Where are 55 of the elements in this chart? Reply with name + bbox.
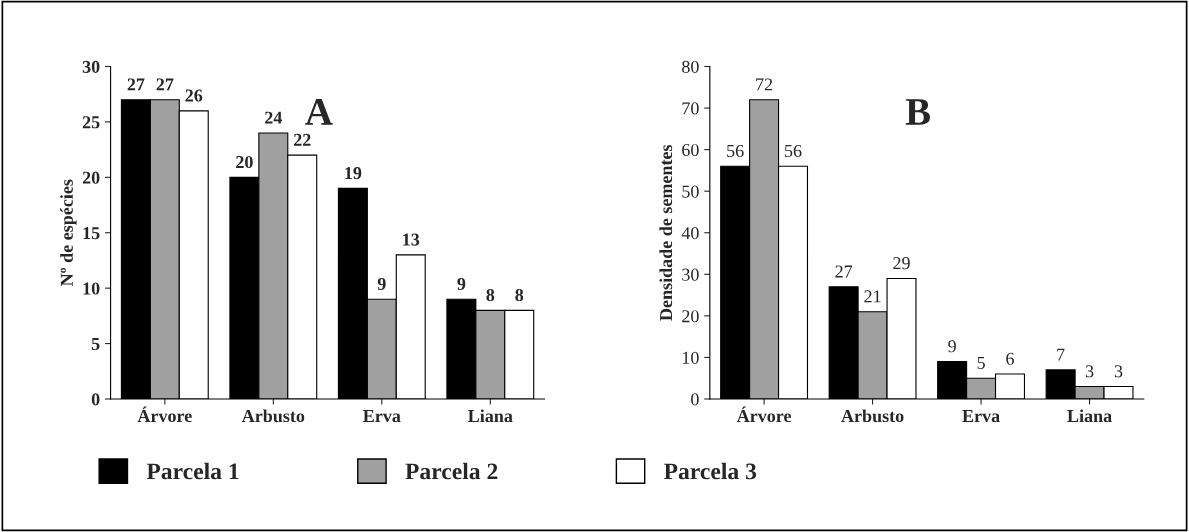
data-label: 3 bbox=[1085, 365, 1094, 378]
data-label: 7 bbox=[1057, 348, 1065, 361]
x-tick-label: Arbusto bbox=[241, 409, 305, 423]
x-tick-label: Liana bbox=[1067, 409, 1112, 423]
data-label: 72 bbox=[756, 78, 773, 91]
y-tick-label: 70 bbox=[682, 102, 699, 115]
data-label: 21 bbox=[864, 290, 881, 303]
y-tick-label: 25 bbox=[82, 116, 100, 129]
data-label: 3 bbox=[1114, 365, 1123, 378]
data-label: 26 bbox=[185, 89, 203, 102]
y-tick-label: 10 bbox=[682, 351, 699, 364]
y-tick-label: 30 bbox=[682, 268, 699, 281]
data-label: 6 bbox=[1006, 352, 1014, 365]
x-tick-label: Arbusto bbox=[841, 409, 904, 423]
legend-label: Parcela 2 bbox=[405, 462, 498, 480]
y-tick-label: 30 bbox=[82, 60, 100, 73]
text: A bbox=[305, 98, 333, 125]
y-tick-label: 10 bbox=[83, 282, 100, 295]
data-label: 56 bbox=[785, 144, 802, 158]
data-label: 22 bbox=[293, 133, 311, 146]
data-label: 20 bbox=[236, 155, 253, 169]
data-label: 8 bbox=[486, 288, 495, 302]
data-label: 27 bbox=[835, 265, 853, 278]
data-label: 24 bbox=[265, 111, 283, 124]
data-label: 27 bbox=[156, 78, 174, 91]
text: B bbox=[905, 99, 931, 125]
y-axis-title: Nº de espécies bbox=[60, 179, 77, 287]
data-label: 9 bbox=[377, 277, 386, 291]
y-tick-label: 15 bbox=[83, 227, 100, 240]
data-label: 13 bbox=[403, 233, 420, 246]
data-label: 56 bbox=[727, 144, 744, 158]
y-tick-label: 0 bbox=[91, 393, 100, 406]
data-label: 9 bbox=[948, 340, 956, 353]
data-label: 27 bbox=[127, 78, 145, 91]
data-label: 19 bbox=[345, 167, 362, 180]
y-tick-label: 80 bbox=[682, 60, 699, 73]
y-tick-label: 20 bbox=[682, 310, 699, 323]
data-label: 9 bbox=[457, 277, 466, 291]
y-axis-title: Densidade de sementes bbox=[659, 144, 673, 321]
y-tick-label: 50 bbox=[682, 185, 699, 198]
data-label: 8 bbox=[515, 288, 524, 302]
x-tick-label: Liana bbox=[468, 409, 513, 423]
x-tick-label: Árvore bbox=[137, 406, 192, 423]
x-tick-label: Erva bbox=[962, 410, 1000, 423]
x-tick-label: Erva bbox=[363, 410, 401, 423]
y-tick-label: 0 bbox=[691, 393, 699, 406]
y-tick-label: 40 bbox=[681, 227, 699, 240]
data-label: 5 bbox=[977, 356, 985, 369]
y-tick-label: 5 bbox=[91, 338, 100, 351]
legend-label: Parcela 3 bbox=[664, 462, 757, 480]
y-tick-label: 60 bbox=[682, 143, 699, 157]
x-tick-label: Árvore bbox=[736, 406, 792, 423]
legend-label: Parcela 1 bbox=[146, 462, 239, 480]
y-tick-label: 20 bbox=[82, 171, 100, 184]
data-label: 29 bbox=[893, 257, 910, 270]
